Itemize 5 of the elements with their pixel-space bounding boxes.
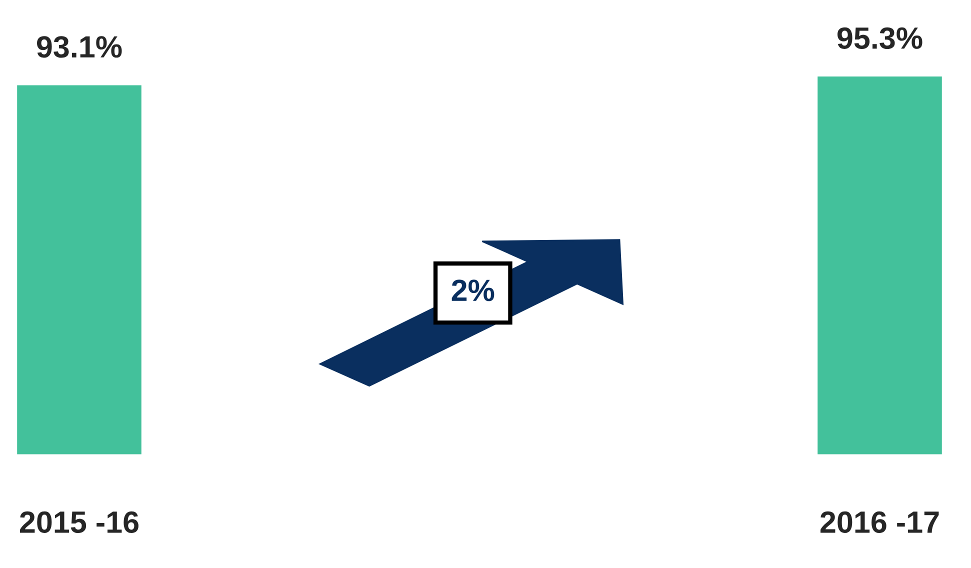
data-label: 95.3% [837,27,922,50]
annotation: 2% [452,280,494,302]
x-tick-label: 2016 -17 [820,511,939,533]
data-label: 93.1% [36,36,122,58]
x-tick-label: 2015 -16 [20,511,138,533]
